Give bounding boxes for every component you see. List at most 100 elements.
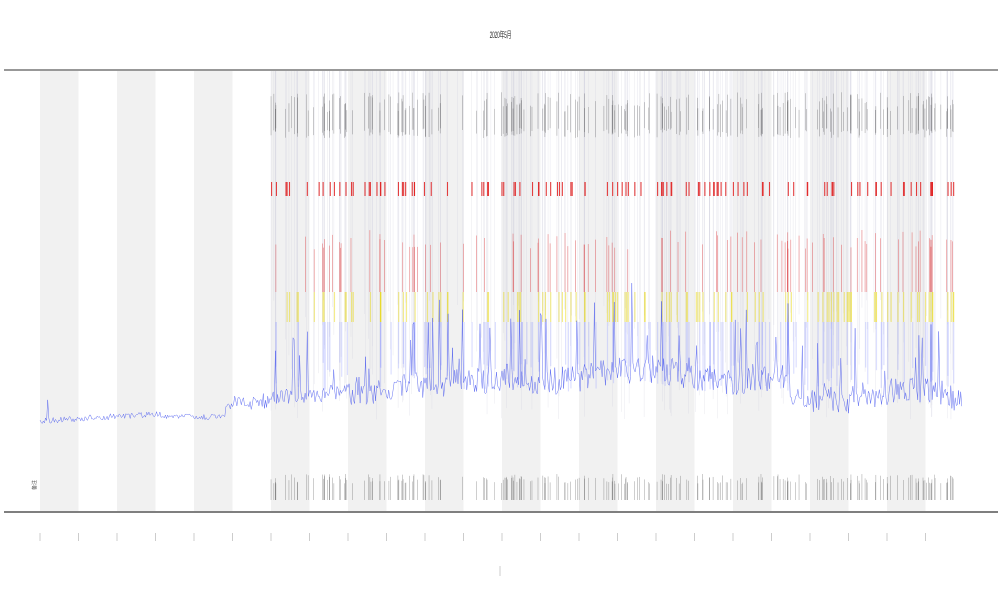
alert-red-mark xyxy=(685,182,687,196)
alert-blue-mark xyxy=(275,322,277,384)
alert-yellow-mark xyxy=(402,292,404,322)
alert-yellow-mark xyxy=(928,292,930,322)
alert-blue-mark xyxy=(530,322,532,368)
alert-red-mark xyxy=(333,182,335,196)
day-band xyxy=(40,71,79,511)
alert-blue-mark xyxy=(787,322,789,375)
alert-yellow-mark xyxy=(713,292,715,322)
alert-yellow-mark xyxy=(624,292,626,322)
alert-blue-mark xyxy=(807,322,809,391)
alert-yellow-mark xyxy=(847,292,849,322)
alert-blue-mark xyxy=(717,322,719,388)
alert-blue-mark xyxy=(685,322,687,363)
alert-blue-mark xyxy=(875,322,878,371)
alert-red-mark xyxy=(737,182,739,196)
alert-yellow-mark xyxy=(890,292,892,322)
alert-red-mark xyxy=(501,182,503,196)
alert-red-mark xyxy=(947,182,949,196)
alert-blue-mark xyxy=(380,322,382,368)
alert-blue-mark xyxy=(513,322,515,371)
alert-blue-mark xyxy=(785,322,787,382)
alert-blue-mark xyxy=(865,322,867,368)
alert-yellow-mark xyxy=(487,292,489,322)
alert-red-mark xyxy=(288,182,291,196)
alert-yellow-mark xyxy=(438,292,440,322)
alert-blue-mark xyxy=(612,322,614,371)
alert-yellow-mark xyxy=(697,292,699,322)
alert-blue-mark xyxy=(567,322,570,392)
alert-blue-mark xyxy=(887,322,889,380)
signal-series xyxy=(39,283,963,424)
alert-red-mark xyxy=(627,182,629,196)
alert-blue-mark xyxy=(729,322,732,377)
alert-yellow-mark xyxy=(322,292,324,322)
alert-yellow-mark xyxy=(953,292,955,322)
alert-blue-mark xyxy=(709,322,711,373)
alert-red-mark xyxy=(606,182,608,196)
alert-yellow-mark xyxy=(924,292,927,322)
alert-yellow-mark xyxy=(850,292,852,322)
alert-blue-mark xyxy=(699,322,701,379)
alert-blue-mark xyxy=(516,322,519,388)
alert-blue-mark xyxy=(947,322,949,376)
alert-yellow-mark xyxy=(717,292,719,322)
alert-blue-mark xyxy=(483,322,485,365)
alert-yellow-mark xyxy=(379,292,382,322)
alert-red-mark xyxy=(487,182,490,196)
alert-blue-mark xyxy=(924,322,927,366)
day-band xyxy=(271,71,310,511)
alert-red-mark xyxy=(910,182,912,196)
alert-blue-mark xyxy=(440,322,442,366)
alert-blue-mark xyxy=(947,322,949,387)
alert-yellow-mark xyxy=(634,292,636,322)
alert-yellow-mark xyxy=(758,292,760,322)
alert-blue-mark xyxy=(867,322,869,385)
alert-red-mark xyxy=(503,182,505,196)
alert-blue-mark xyxy=(390,322,392,375)
alert-red-mark xyxy=(807,182,809,196)
alert-yellow-mark xyxy=(762,292,764,322)
alert-yellow-mark xyxy=(849,292,851,322)
alert-yellow-mark xyxy=(507,292,509,322)
alert-red-mark xyxy=(768,182,771,196)
alert-red-mark xyxy=(666,182,668,196)
alert-blue-mark xyxy=(830,322,832,390)
alert-red-mark xyxy=(345,182,347,196)
alert-blue-mark xyxy=(565,322,567,365)
alert-red-mark xyxy=(483,182,485,196)
alert-yellow-mark xyxy=(702,292,704,322)
alert-yellow-mark xyxy=(575,292,577,322)
alert-blue-mark xyxy=(463,322,465,389)
alert-yellow-mark xyxy=(286,292,288,322)
alert-yellow-mark xyxy=(626,292,628,322)
alert-yellow-mark xyxy=(379,292,382,322)
alert-red-mark xyxy=(446,182,449,196)
alert-red-mark xyxy=(851,182,853,196)
alert-red-mark xyxy=(931,182,933,196)
alert-yellow-mark xyxy=(699,292,701,322)
alert-yellow-mark xyxy=(446,292,449,322)
alert-blue-mark xyxy=(644,322,646,382)
alert-red-mark xyxy=(318,182,320,196)
alert-red-mark xyxy=(716,182,718,196)
alert-yellow-mark xyxy=(644,292,646,322)
day-bands xyxy=(40,71,926,511)
alert-blue-mark xyxy=(484,322,486,389)
alert-blue-mark xyxy=(657,322,659,384)
alert-yellow-mark xyxy=(950,292,952,322)
alert-red-mark xyxy=(732,182,734,196)
alert-red-mark xyxy=(379,182,382,196)
alert-blue-mark xyxy=(704,322,706,392)
alert-blue-mark xyxy=(521,322,523,365)
alert-blue-mark xyxy=(931,322,934,381)
alert-blue-mark xyxy=(881,322,883,370)
event-ticks-bottom xyxy=(270,474,954,500)
alert-yellow-mark xyxy=(487,292,490,322)
alert-red-mark xyxy=(859,182,861,196)
alert-blue-mark xyxy=(570,322,572,389)
alert-red-mark xyxy=(709,182,711,196)
alert-blue-mark xyxy=(823,322,825,364)
alert-red-mark xyxy=(570,182,572,196)
alert-yellow-mark xyxy=(754,292,756,322)
alert-red-mark xyxy=(717,182,719,196)
